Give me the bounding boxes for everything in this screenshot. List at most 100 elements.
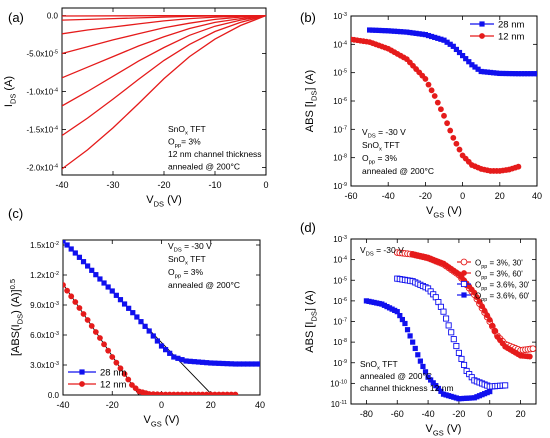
x-tick-label: 0 [487, 409, 492, 419]
data-point [220, 360, 226, 367]
data-point [438, 388, 444, 394]
data-point [425, 374, 431, 380]
data-point [500, 70, 506, 77]
x-tick-label: -40 [422, 409, 435, 419]
data-area [351, 27, 537, 174]
data-point [175, 355, 181, 361]
data-point [187, 358, 193, 364]
y-tick-label: 10-9 [333, 359, 347, 368]
x-tick-label: -60 [391, 409, 404, 419]
data-point [376, 27, 382, 34]
annotation: Opp = 3% [362, 153, 397, 166]
data-point [68, 246, 74, 252]
data-point [195, 359, 202, 365]
data-point [429, 33, 435, 40]
data-point [72, 250, 78, 256]
data-point [455, 349, 462, 356]
data-point [422, 32, 428, 38]
data-point [224, 361, 230, 367]
y-axis-label: ABS [IDS] (A) [304, 70, 318, 132]
annotation: SnOx TFT [360, 359, 398, 372]
legend-marker [460, 258, 468, 266]
panel-tag: (d) [300, 220, 316, 235]
data-point [478, 68, 484, 75]
data-point [208, 360, 214, 366]
series-0 [63, 240, 260, 367]
x-tick-label: 20 [495, 191, 505, 201]
data-point [228, 361, 234, 367]
data-point [481, 307, 488, 314]
annotation: 12 nm channel thickness [168, 149, 262, 159]
data-point [416, 31, 422, 37]
data-point [121, 371, 128, 377]
panel-tag: (a) [8, 10, 24, 25]
data-point [447, 127, 454, 134]
annotation: VDS = -30 V [168, 241, 212, 254]
data-point [469, 62, 475, 68]
data-point [121, 301, 128, 307]
series-1 [409, 251, 533, 360]
x-tick-label: -40 [56, 400, 69, 410]
data-point [236, 361, 243, 367]
data-point [420, 363, 426, 370]
data-point [479, 303, 485, 310]
data-point [450, 134, 457, 141]
legend-marker [460, 280, 468, 288]
data-point [397, 313, 403, 319]
y-tick-label: 10-6 [333, 97, 347, 106]
y-tick-label: 3.0x10-3 [30, 361, 59, 370]
data-point [412, 345, 418, 352]
y-tick-label: -1.5x10-4 [27, 125, 58, 134]
legend-label: Opp = 3.6%, 30' [475, 281, 530, 292]
data-point [138, 319, 144, 325]
legend-marker [479, 21, 485, 27]
data-area [363, 249, 536, 402]
data-point [484, 312, 491, 319]
legend-label: Opp = 3%, 60' [475, 270, 523, 281]
data-point [450, 336, 457, 343]
y-tick-label: -5.0x10-5 [27, 50, 58, 59]
data-point [101, 341, 107, 348]
data-point [370, 27, 376, 33]
data-point [528, 71, 534, 77]
data-point [440, 308, 447, 315]
data-point [109, 354, 116, 360]
data-point [76, 254, 83, 260]
data-point [171, 354, 177, 360]
data-point [199, 359, 206, 365]
series-line-0 [62, 14, 266, 170]
y-tick-label: 10-8 [333, 154, 347, 163]
data-point [80, 311, 87, 317]
x-tick-label: -80 [360, 409, 373, 419]
data-area [62, 14, 266, 170]
data-point [438, 106, 444, 113]
data-point [481, 69, 487, 75]
series-line-3 [62, 14, 266, 79]
x-tick-label: -30 [106, 180, 119, 190]
x-tick-label: -20 [419, 191, 432, 201]
data-point [515, 163, 522, 170]
y-axis-label: ABS [IDS] (A) [304, 290, 318, 352]
legend-marker [479, 33, 485, 39]
data-point [422, 369, 429, 375]
data-point [379, 27, 385, 34]
data-point [448, 329, 455, 336]
y-tick-label: 10-7 [333, 318, 347, 327]
data-point [245, 361, 251, 367]
data-point [509, 71, 515, 77]
data-point [466, 59, 472, 65]
data-point [105, 347, 112, 354]
legend-label: Opp = 3.6%, 60' [475, 292, 530, 303]
data-point [163, 347, 169, 353]
x-axis-label: VGS (V) [426, 423, 462, 437]
y-tick-label: 10-3 [333, 235, 347, 244]
annotation: SnOx TFT [362, 140, 400, 153]
y-tick-label: -2.0x10-4 [27, 163, 58, 172]
series-3 [363, 298, 493, 402]
annotation: VDS = -30 V [362, 127, 406, 140]
data-point [419, 31, 425, 37]
y-tick-label: 10-4 [333, 256, 347, 265]
